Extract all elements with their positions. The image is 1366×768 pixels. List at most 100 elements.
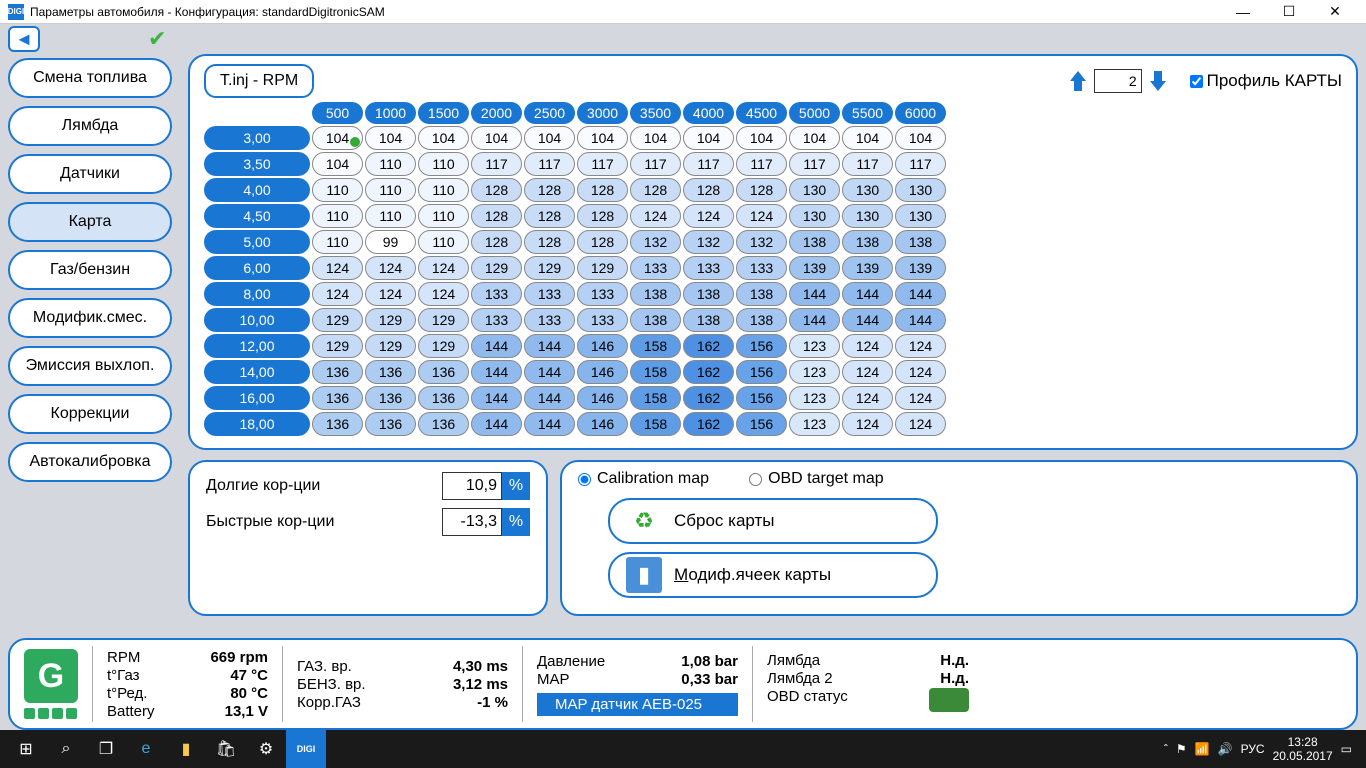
- map-cell[interactable]: 128: [524, 178, 575, 202]
- map-cell[interactable]: 144: [895, 282, 946, 306]
- map-cell[interactable]: 156: [736, 360, 787, 384]
- map-cell[interactable]: 128: [630, 178, 681, 202]
- map-cell[interactable]: 144: [471, 360, 522, 384]
- fuel-mode-indicator[interactable]: G: [24, 649, 78, 703]
- sidebar-item-3[interactable]: Карта: [8, 202, 172, 242]
- map-cell[interactable]: 128: [471, 204, 522, 228]
- map-cell[interactable]: 117: [630, 152, 681, 176]
- map-cell[interactable]: 117: [789, 152, 840, 176]
- map-cell[interactable]: 146: [577, 386, 628, 410]
- edge-icon[interactable]: e: [126, 730, 166, 768]
- map-cell[interactable]: 156: [736, 386, 787, 410]
- store-icon[interactable]: 🛍: [206, 730, 246, 768]
- map-cell[interactable]: 130: [842, 178, 893, 202]
- map-cell[interactable]: 130: [895, 204, 946, 228]
- map-cell[interactable]: 104: [524, 126, 575, 150]
- search-icon[interactable]: ⌕: [46, 730, 86, 768]
- digitronic-app-icon[interactable]: DIGI: [286, 730, 326, 768]
- map-cell[interactable]: 123: [789, 386, 840, 410]
- tray-clock[interactable]: 13:28 20.05.2017: [1273, 735, 1333, 764]
- map-cell[interactable]: 129: [312, 308, 363, 332]
- map-sensor-button[interactable]: MAP датчик AEB-025: [537, 693, 738, 716]
- reset-map-button[interactable]: ♻ Сброс карты: [608, 498, 938, 544]
- map-cell[interactable]: 110: [312, 230, 363, 254]
- map-cell[interactable]: 124: [842, 386, 893, 410]
- map-cell[interactable]: 139: [789, 256, 840, 280]
- map-cell[interactable]: 136: [365, 386, 416, 410]
- row-header[interactable]: 4,00: [204, 178, 310, 202]
- map-cell[interactable]: 138: [630, 308, 681, 332]
- tray-up-icon[interactable]: ˆ: [1164, 742, 1168, 756]
- col-header[interactable]: 500: [312, 102, 363, 124]
- map-cell[interactable]: 129: [365, 308, 416, 332]
- map-cell[interactable]: 132: [630, 230, 681, 254]
- col-header[interactable]: 5500: [842, 102, 893, 124]
- minimize-button[interactable]: —: [1220, 0, 1266, 24]
- map-cell[interactable]: 124: [842, 334, 893, 358]
- map-cell[interactable]: 110: [365, 178, 416, 202]
- row-header[interactable]: 6,00: [204, 256, 310, 280]
- map-cell[interactable]: 117: [524, 152, 575, 176]
- tray-lang[interactable]: РУС: [1241, 742, 1265, 756]
- map-cell[interactable]: 130: [842, 204, 893, 228]
- map-cell[interactable]: 104: [312, 126, 363, 150]
- map-cell[interactable]: 110: [312, 178, 363, 202]
- map-cell[interactable]: 144: [471, 412, 522, 436]
- tray-flag-icon[interactable]: ⚑: [1176, 742, 1187, 756]
- map-cell[interactable]: 144: [789, 282, 840, 306]
- map-cell[interactable]: 124: [683, 204, 734, 228]
- map-cell[interactable]: 138: [683, 308, 734, 332]
- row-header[interactable]: 16,00: [204, 386, 310, 410]
- map-cell[interactable]: 117: [895, 152, 946, 176]
- col-header[interactable]: 6000: [895, 102, 946, 124]
- tray-volume-icon[interactable]: 🔊: [1218, 742, 1233, 756]
- map-cell[interactable]: 133: [524, 282, 575, 306]
- map-cell[interactable]: 124: [895, 360, 946, 384]
- sidebar-item-4[interactable]: Газ/бензин: [8, 250, 172, 290]
- calibration-map-radio[interactable]: Calibration map: [578, 470, 709, 488]
- map-cell[interactable]: 144: [524, 360, 575, 384]
- profile-map-checkbox[interactable]: Профиль КАРТЫ: [1190, 71, 1342, 91]
- sidebar-item-1[interactable]: Лямбда: [8, 106, 172, 146]
- map-cell[interactable]: 129: [524, 256, 575, 280]
- map-cell[interactable]: 158: [630, 386, 681, 410]
- map-cell[interactable]: 133: [630, 256, 681, 280]
- map-cell[interactable]: 133: [736, 256, 787, 280]
- col-header[interactable]: 3500: [630, 102, 681, 124]
- row-header[interactable]: 3,00: [204, 126, 310, 150]
- row-header[interactable]: 10,00: [204, 308, 310, 332]
- row-header[interactable]: 4,50: [204, 204, 310, 228]
- map-cell[interactable]: 158: [630, 334, 681, 358]
- map-cell[interactable]: 124: [418, 256, 469, 280]
- col-header[interactable]: 4500: [736, 102, 787, 124]
- app-icon-1[interactable]: ⚙: [246, 730, 286, 768]
- profile-up-arrow[interactable]: [1068, 69, 1088, 93]
- map-cell[interactable]: 110: [418, 230, 469, 254]
- map-cell[interactable]: 144: [895, 308, 946, 332]
- row-header[interactable]: 8,00: [204, 282, 310, 306]
- map-cell[interactable]: 136: [365, 412, 416, 436]
- map-cell[interactable]: 110: [418, 152, 469, 176]
- sidebar-item-6[interactable]: Эмиссия выхлоп.: [8, 346, 172, 386]
- map-cell[interactable]: 104: [789, 126, 840, 150]
- map-cell[interactable]: 136: [418, 360, 469, 384]
- map-cell[interactable]: 128: [683, 178, 734, 202]
- map-cell[interactable]: 144: [524, 386, 575, 410]
- map-cell[interactable]: 158: [630, 412, 681, 436]
- map-cell[interactable]: 144: [524, 412, 575, 436]
- map-cell[interactable]: 124: [895, 412, 946, 436]
- map-cell[interactable]: 130: [789, 204, 840, 228]
- map-cell[interactable]: 117: [683, 152, 734, 176]
- map-cell[interactable]: 162: [683, 412, 734, 436]
- map-cell[interactable]: 128: [577, 204, 628, 228]
- col-header[interactable]: 4000: [683, 102, 734, 124]
- map-cell[interactable]: 124: [895, 386, 946, 410]
- map-cell[interactable]: 132: [683, 230, 734, 254]
- map-cell[interactable]: 124: [736, 204, 787, 228]
- map-cell[interactable]: 128: [736, 178, 787, 202]
- map-cell[interactable]: 124: [630, 204, 681, 228]
- map-cell[interactable]: 104: [418, 126, 469, 150]
- map-cell[interactable]: 104: [842, 126, 893, 150]
- map-cell[interactable]: 124: [312, 282, 363, 306]
- fast-corr-value[interactable]: -13,3: [442, 508, 502, 536]
